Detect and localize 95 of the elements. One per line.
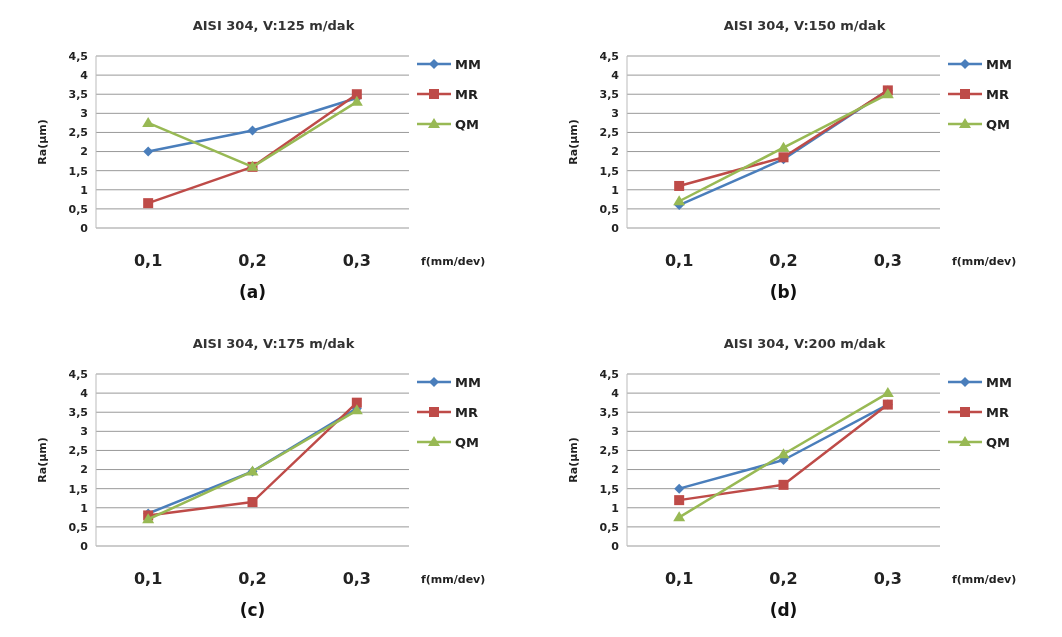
y-tick-label: 0: [611, 539, 620, 553]
y-tick-label: 2: [80, 463, 88, 477]
y-tick-label: 2: [80, 145, 88, 159]
x-axis-title: f(mm/dev): [421, 255, 486, 268]
x-tick-label: 0,1: [664, 569, 694, 588]
y-tick-label: 3: [80, 107, 88, 121]
legend-label: MM: [986, 56, 1012, 72]
point: [142, 116, 155, 127]
x-tick-label: 0,3: [873, 569, 903, 588]
legend-label: MR: [455, 404, 478, 420]
y-tick-label: 2,5: [599, 126, 619, 140]
y-tick-label: 1: [80, 183, 88, 197]
y-axis-title: Ra(µm): [36, 119, 49, 165]
y-tick-label: 1: [80, 501, 88, 515]
legend-label: MR: [986, 86, 1009, 102]
y-tick-label: 4,5: [68, 367, 88, 381]
x-tick-label: 0,2: [238, 251, 267, 270]
y-tick-label: 2,5: [68, 126, 88, 140]
chart-title: AISI 304, V:150 m/dak: [723, 18, 886, 33]
x-tick-label: 0,2: [769, 251, 798, 270]
y-tick-label: 0,5: [599, 202, 619, 216]
y-tick-label: 2,5: [68, 444, 88, 458]
x-tick-label: 0,3: [342, 569, 372, 588]
text: (a): [238, 282, 267, 302]
text: (b): [769, 282, 798, 302]
y-tick-label: 3,5: [599, 88, 619, 102]
x-tick-label: 0,2: [238, 569, 267, 588]
legend-label: QM: [986, 116, 1010, 132]
legend-label: MR: [986, 404, 1009, 420]
legend-label: MM: [455, 56, 481, 72]
y-tick-label: 1,5: [68, 164, 88, 178]
legend-label: MM: [986, 374, 1012, 390]
point: [673, 511, 686, 522]
y-tick-label: 1,5: [599, 164, 619, 178]
y-tick-label: 3,5: [599, 406, 619, 420]
y-axis-title: Ra(µm): [36, 437, 49, 483]
point: [247, 125, 258, 136]
y-tick-label: 0,5: [68, 202, 88, 216]
point: [777, 141, 790, 152]
chart-title: AISI 304, V:200 m/dak: [723, 336, 886, 351]
chart-title: AISI 304, V:125 m/dak: [192, 18, 355, 33]
point: [673, 195, 686, 206]
point: [778, 479, 789, 490]
point: [351, 397, 362, 408]
y-tick-label: 3: [611, 107, 619, 121]
y-tick-label: 0,5: [599, 520, 619, 534]
point: [674, 483, 685, 494]
y-tick-label: 0,5: [68, 520, 88, 534]
x-tick-label: 0,1: [133, 251, 163, 270]
legend-label: QM: [455, 116, 479, 132]
y-tick-label: 3: [611, 425, 619, 439]
x-tick-label: 0,3: [873, 251, 903, 270]
text: (d): [769, 600, 798, 620]
x-tick-label: 0,1: [664, 251, 694, 270]
y-tick-label: 3,5: [68, 88, 88, 102]
y-tick-label: 0: [80, 539, 89, 553]
y-tick-label: 3: [80, 425, 88, 439]
y-tick-label: 4,5: [599, 367, 619, 381]
y-tick-label: 1: [611, 183, 619, 197]
point: [777, 448, 790, 459]
x-axis-title: f(mm/dev): [952, 255, 1017, 268]
legend-label: MM: [455, 374, 481, 390]
x-tick-label: 0,2: [769, 569, 798, 588]
y-tick-label: 4: [80, 386, 89, 400]
x-axis-title: f(mm/dev): [952, 573, 1017, 586]
point: [674, 495, 685, 506]
point: [143, 198, 154, 209]
point: [247, 497, 258, 508]
text: (c): [239, 600, 266, 620]
y-tick-label: 2: [611, 145, 619, 159]
y-tick-label: 1,5: [68, 482, 88, 496]
legend-label: MR: [455, 86, 478, 102]
x-tick-label: 0,3: [342, 251, 372, 270]
x-axis-title: f(mm/dev): [421, 573, 486, 586]
y-tick-label: 4: [80, 68, 89, 82]
y-axis-title: Ra(µm): [567, 119, 580, 165]
y-tick-label: 1: [611, 501, 619, 515]
y-tick-label: 4,5: [68, 49, 88, 63]
x-tick-label: 0,1: [133, 569, 163, 588]
y-tick-label: 0: [611, 221, 620, 235]
y-tick-label: 4: [611, 68, 620, 82]
y-tick-label: 4: [611, 386, 620, 400]
y-tick-label: 1,5: [599, 482, 619, 496]
point: [674, 180, 685, 191]
y-tick-label: 4,5: [599, 49, 619, 63]
y-tick-label: 3,5: [68, 406, 88, 420]
legend-label: QM: [986, 434, 1010, 450]
y-axis-title: Ra(µm): [567, 437, 580, 483]
y-tick-label: 0: [80, 221, 89, 235]
point: [351, 89, 362, 100]
y-tick-label: 2,5: [599, 444, 619, 458]
chart-title: AISI 304, V:175 m/dak: [192, 336, 355, 351]
y-tick-label: 2: [611, 463, 619, 477]
legend-label: QM: [455, 434, 479, 450]
point: [143, 146, 154, 157]
